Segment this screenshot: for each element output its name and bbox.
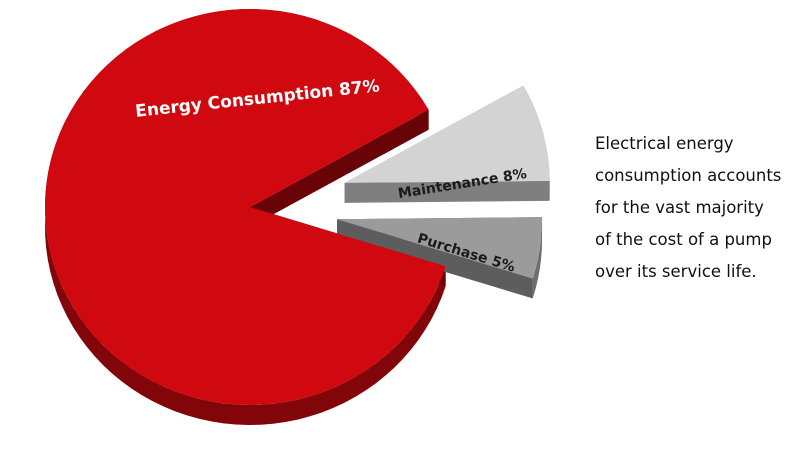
pie-slice [45, 8, 446, 405]
pie-slice-rim [532, 217, 543, 299]
pie-slice-cut-face [344, 180, 550, 203]
pie-slice-cut-face [250, 109, 429, 227]
pie-slice [344, 85, 550, 183]
caption-line: consumption accounts [595, 166, 782, 185]
caption-line: of the cost of a pump [595, 230, 772, 249]
caption-line: Electrical energy [595, 134, 734, 153]
pie-slice-tops [45, 8, 550, 405]
caption-line: over its service life. [595, 262, 757, 281]
pie-slice [337, 217, 543, 279]
caption-text: Electrical energy consumption accounts f… [595, 128, 795, 288]
pie-slice-cut-face [337, 219, 533, 299]
caption-line: for the vast majority [595, 198, 764, 217]
